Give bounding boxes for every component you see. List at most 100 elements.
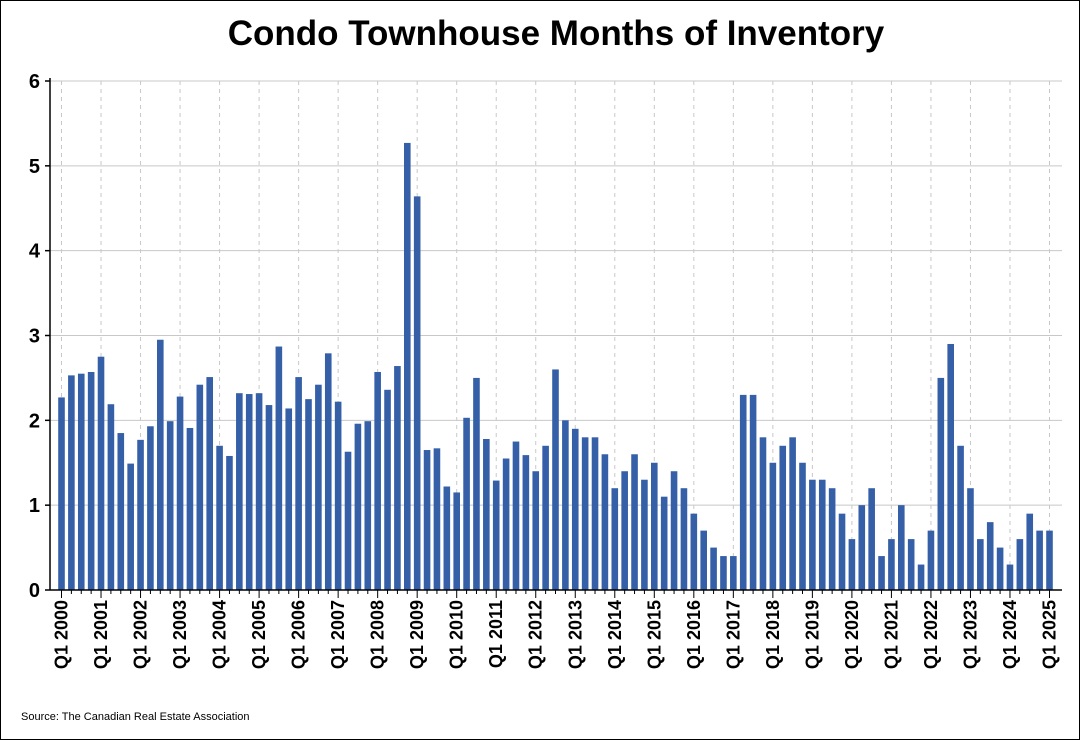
bar [157,339,164,590]
bar [166,421,174,590]
bar [492,480,500,590]
bar [206,377,213,590]
bar [641,479,648,590]
bar [967,488,974,590]
bar [937,377,945,590]
bar [947,343,954,590]
bar [680,488,688,590]
bar [562,420,569,590]
bar [986,522,994,590]
bar [137,439,144,590]
x-tick-label: Q1 2021 [881,600,901,669]
bar [611,488,619,590]
bar [838,513,846,590]
bar [394,366,401,590]
bar [483,438,490,590]
bar [858,505,866,590]
bar [413,196,421,590]
bar [404,142,411,590]
bar [245,394,253,590]
x-tick-label: Q1 2012 [526,600,546,669]
bar [749,394,757,590]
bar [117,433,125,590]
x-tick-label: Q1 2001 [91,600,111,669]
bar [730,556,737,590]
bar [700,530,707,590]
bar [344,451,352,590]
bar [868,488,875,590]
bar [68,375,75,590]
x-tick-label: Q1 2008 [368,600,388,669]
bar [799,462,806,590]
bar [226,455,233,590]
bar [265,405,273,590]
bar [295,377,302,590]
bar [888,539,895,590]
bar [759,437,767,590]
bar [216,445,223,590]
bar [957,445,964,590]
bar [690,513,698,590]
bar [1026,513,1034,590]
bar [917,564,925,590]
x-tick-label: Q1 2013 [565,600,585,669]
x-tick-label: Q1 2000 [52,600,72,669]
bar [898,505,905,590]
x-tick-label: Q1 2024 [1000,600,1020,669]
bar [769,462,777,590]
bar [779,445,787,590]
bar [720,556,727,590]
y-tick-label: 5 [29,156,40,178]
x-tick-label: Q1 2011 [486,600,506,668]
bar [186,427,194,590]
bar [522,455,530,590]
bar [1046,530,1053,590]
bar [571,428,579,590]
bar [147,426,154,590]
chart-title: Condo Townhouse Months of Inventory [227,14,885,53]
bar [809,479,816,590]
y-tick-label: 0 [29,580,40,602]
bar [196,384,204,590]
bar [364,421,372,590]
bar [739,394,747,590]
bar [621,471,628,590]
source-note: Source: The Canadian Real Estate Associa… [21,711,250,723]
bar [542,445,549,590]
y-tick-label: 6 [29,71,40,93]
x-tick-label: Q1 2009 [407,600,427,669]
x-tick-label: Q1 2005 [249,600,269,669]
bar [532,471,540,590]
x-tick-label: Q1 2006 [289,600,309,669]
bar [502,458,510,590]
y-tick-label: 4 [29,241,41,263]
bar [127,463,134,590]
bar [324,353,332,590]
bar [97,356,105,590]
bar [552,369,559,590]
bar [996,547,1004,590]
bar [601,454,609,590]
bar [77,373,85,590]
bar [977,539,984,590]
bar [453,492,460,590]
bar [374,371,381,590]
bar [275,346,283,590]
bar [236,393,243,590]
x-tick-label: Q1 2017 [723,600,743,669]
x-tick-label: Q1 2019 [802,600,822,669]
x-tick-label: Q1 2002 [131,600,151,669]
bar [285,408,293,590]
y-tick-label: 3 [29,326,40,348]
bar [433,448,441,590]
x-tick-label: Q1 2025 [1040,600,1060,669]
x-tick-label: Q1 2016 [684,600,704,669]
bar [107,404,115,590]
bar [58,397,65,590]
bar [828,488,836,590]
bar [255,393,263,590]
bar [631,454,638,590]
bar [1016,539,1024,590]
bar [848,539,856,590]
